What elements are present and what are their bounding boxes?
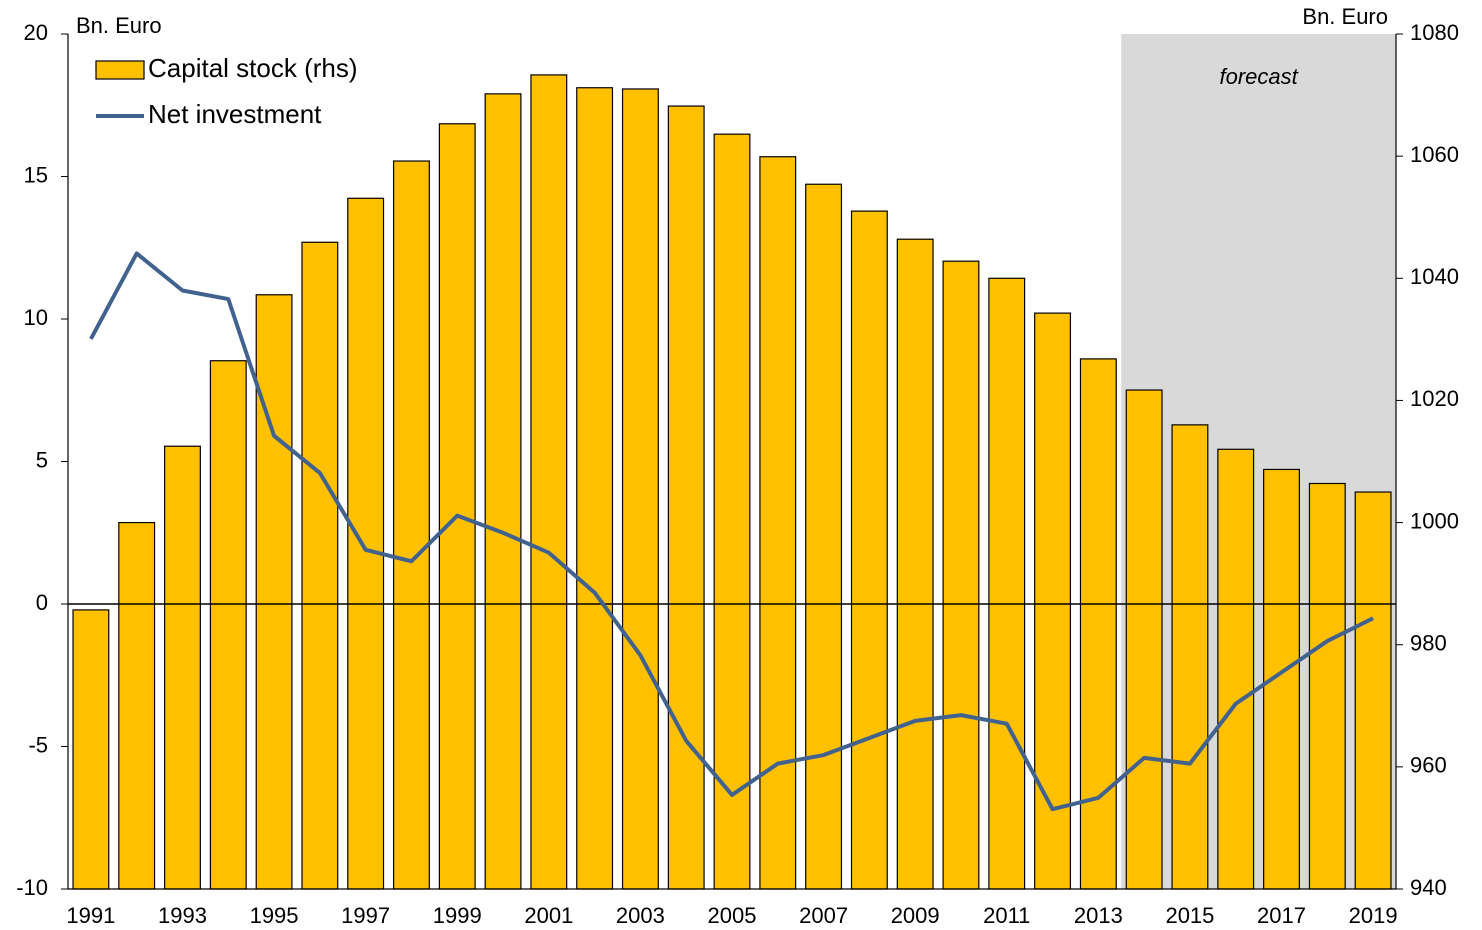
y2-tick-label: 1000 [1410,508,1459,533]
bar [942,260,980,890]
y2-tick-label: 1060 [1410,142,1459,167]
bar [805,183,843,890]
x-tick-label: 2017 [1257,903,1306,928]
bar [118,521,156,890]
bar [576,87,614,890]
forecast-region [1121,34,1396,889]
y2-axis-label: Bn. Euro [1302,4,1388,29]
bar [530,74,568,890]
y2-tick-label: 1080 [1410,20,1459,45]
y-tick-label: 15 [24,162,48,187]
y-axis-label: Bn. Euro [76,13,162,38]
bar [759,156,797,890]
x-tick-label: 2001 [524,903,573,928]
y-tick-label: 0 [36,590,48,615]
y2-tick-label: 940 [1410,875,1447,900]
x-tick-label: 2011 [983,903,1030,928]
y-tick-label: -5 [28,732,48,757]
bar [713,133,751,890]
bar [988,277,1026,890]
bar [1263,468,1300,890]
y-tick-label: 20 [24,20,48,45]
legend-label: Net investment [148,99,322,129]
y-tick-label: -10 [16,875,48,900]
bar [667,105,705,890]
x-tick-label: 1993 [158,903,207,928]
x-tick-label: 1991 [66,903,115,928]
x-tick-label: 2013 [1074,903,1123,928]
bar [621,88,659,890]
y2-tick-label: 1020 [1410,386,1459,411]
bar [850,210,888,890]
bar [392,160,430,890]
bar [1079,358,1117,890]
bar [255,294,293,890]
bar [164,445,201,890]
y2-tick-label: 980 [1410,631,1447,656]
legend-swatch [95,60,145,80]
x-tick-label: 1997 [341,903,390,928]
x-tick-label: 2019 [1349,903,1398,928]
y2-tick-label: 1040 [1410,264,1459,289]
bar [1308,482,1346,890]
x-tick-label: 2003 [616,903,665,928]
bar [896,238,934,890]
bar [1125,389,1163,890]
x-tick-label: 2009 [891,903,940,928]
x-tick-label: 2007 [799,903,848,928]
y-tick-label: 5 [36,447,48,472]
line [89,251,1374,812]
forecast-label: forecast [1219,64,1298,89]
legend-label: Capital stock (rhs) [148,53,358,83]
bar [1171,424,1209,890]
x-tick-label: 1999 [433,903,482,928]
x-tick-label: 2015 [1165,903,1214,928]
bar [1217,448,1255,890]
y-tick-label: 10 [24,305,48,330]
bar [438,123,476,890]
bar [209,360,247,890]
bar [301,241,339,890]
bar [484,93,522,890]
y2-tick-label: 960 [1410,753,1447,778]
x-tick-label: 1995 [250,903,299,928]
bar [1034,312,1072,890]
bar [1354,491,1392,890]
bar [347,197,385,890]
x-tick-label: 2005 [708,903,757,928]
bar [72,609,110,890]
